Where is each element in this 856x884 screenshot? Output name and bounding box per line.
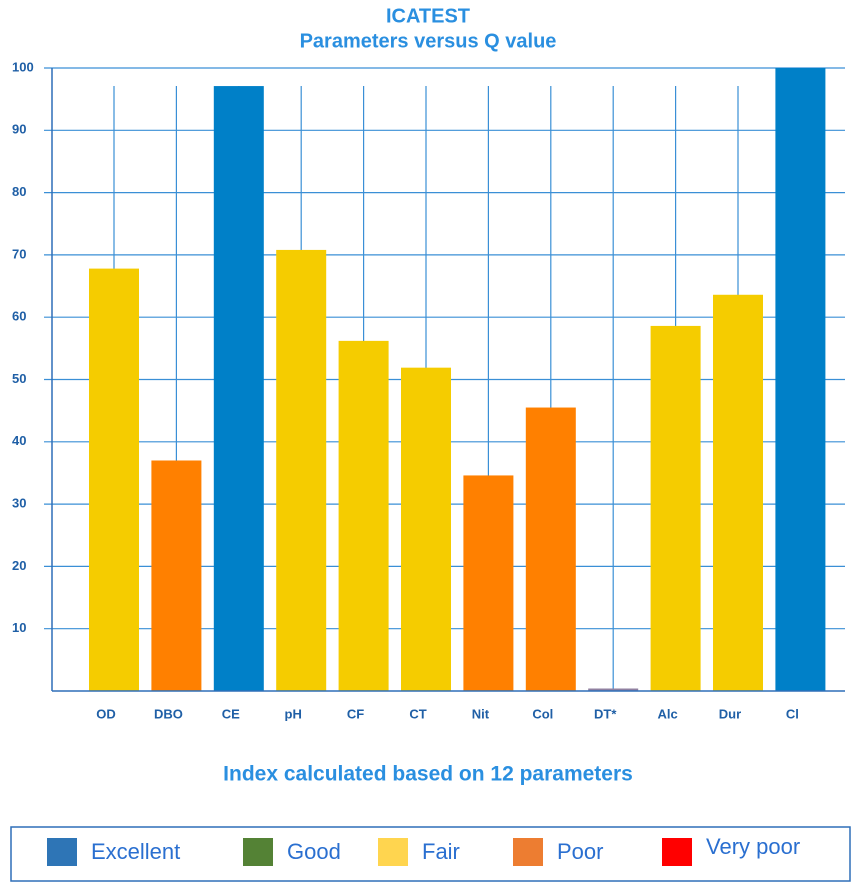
- chart-title: ICATEST: [386, 5, 470, 27]
- y-tick-label: 70: [12, 246, 26, 261]
- legend-label: Fair: [422, 839, 460, 864]
- x-tick-label: Cl: [786, 706, 799, 721]
- x-tick-label: CF: [347, 706, 364, 721]
- y-tick-label: 100: [12, 59, 34, 74]
- y-tick-label: 10: [12, 620, 26, 635]
- y-tick-label: 80: [12, 184, 26, 199]
- chart-subtitle: Parameters versus Q value: [300, 30, 557, 52]
- bar: [588, 688, 639, 691]
- bar: [89, 268, 139, 691]
- legend-swatch: [47, 838, 77, 866]
- x-tick-label: CE: [222, 706, 240, 721]
- x-tick-label: Col: [532, 706, 553, 721]
- legend-swatch: [513, 838, 543, 866]
- y-tick-label: 50: [12, 371, 26, 386]
- bar: [463, 475, 514, 691]
- bar: [525, 407, 576, 691]
- legend-swatch: [662, 838, 692, 866]
- bar: [213, 86, 264, 691]
- legend-label: Poor: [557, 839, 603, 864]
- bar: [338, 340, 389, 691]
- x-tick-label: OD: [96, 706, 116, 721]
- y-tick-label: 90: [12, 122, 26, 137]
- x-tick-label: DBO: [154, 706, 183, 721]
- y-tick-label: 60: [12, 309, 26, 324]
- y-tick-label: 20: [12, 558, 26, 573]
- legend-label: Very poor: [706, 834, 800, 859]
- bar: [775, 68, 826, 691]
- legend-label: Excellent: [91, 839, 180, 864]
- bar: [151, 460, 202, 691]
- y-tick-label: 40: [12, 433, 26, 448]
- x-tick-label: pH: [285, 706, 302, 721]
- bar: [276, 249, 327, 691]
- legend-box: [10, 826, 851, 882]
- bar: [713, 294, 763, 691]
- bar: [650, 325, 701, 691]
- x-tick-label: Dur: [719, 706, 741, 721]
- bar: [401, 367, 451, 691]
- x-tick-label: CT: [409, 706, 426, 721]
- legend-swatch: [378, 838, 408, 866]
- x-tick-label: DT*: [594, 706, 617, 721]
- x-tick-label: Alc: [657, 706, 677, 721]
- legend-swatch: [243, 838, 273, 866]
- legend-label: Good: [287, 839, 341, 864]
- y-tick-label: 30: [12, 496, 26, 511]
- note: Index calculated based on 12 parameters: [223, 763, 633, 786]
- x-tick-label: Nit: [472, 706, 490, 721]
